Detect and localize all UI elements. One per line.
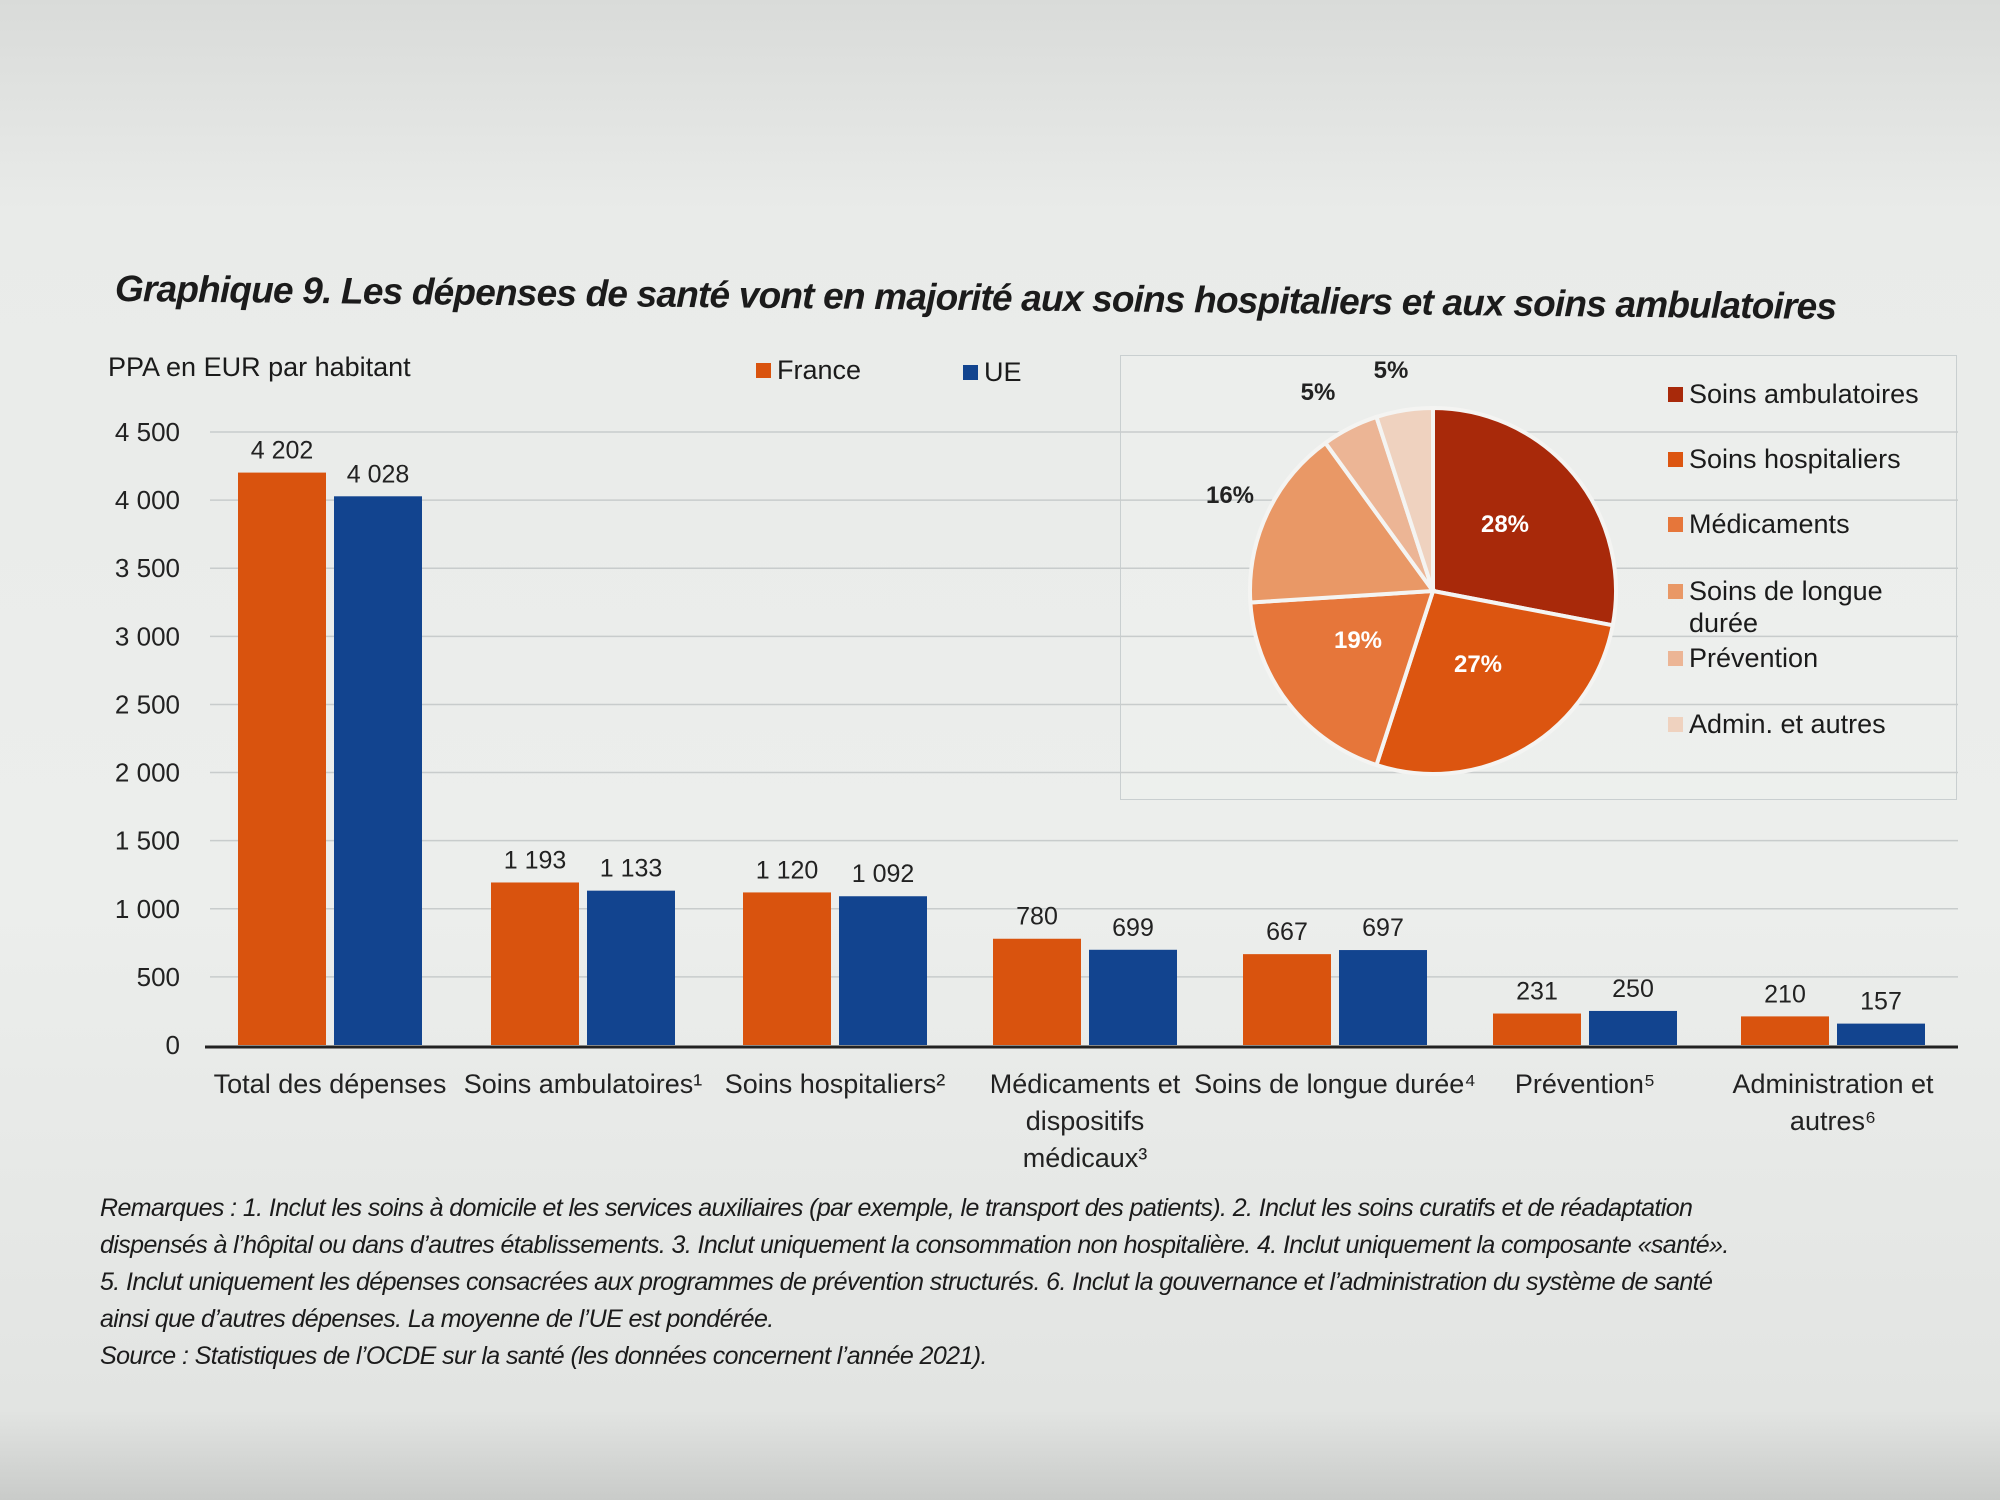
- bar-value-label: 4 028: [347, 460, 410, 488]
- bar-ue: [839, 896, 927, 1045]
- bar-value-label: 210: [1764, 980, 1806, 1008]
- pie-slice-label: 5%: [1301, 379, 1336, 406]
- category-label-line: Prévention⁵: [1515, 1069, 1655, 1099]
- category-label-line: Total des dépenses: [214, 1069, 447, 1099]
- category-label-line: Administration et: [1732, 1069, 1934, 1099]
- category-label-line: dispositifs: [1026, 1106, 1145, 1136]
- y-tick-label: 2 500: [115, 689, 180, 719]
- pie-legend-swatch: [1668, 651, 1683, 666]
- y-tick-label: 1 000: [115, 894, 180, 924]
- bar-value-label: 4 202: [251, 437, 314, 465]
- y-tick-label: 3 500: [115, 553, 180, 583]
- note-line: Source : Statistiques de l’OCDE sur la s…: [100, 1342, 987, 1370]
- y-tick-label: 0: [166, 1030, 180, 1060]
- y-tick-label: 4 000: [115, 485, 180, 515]
- y-axis-label: PPA en EUR par habitant: [108, 352, 411, 382]
- bar-france: [491, 882, 579, 1045]
- y-tick-label: 3 000: [115, 621, 180, 651]
- legend-swatch-ue: [963, 365, 978, 380]
- category-label-line: Soins ambulatoires¹: [464, 1069, 703, 1099]
- bar-value-label: 697: [1362, 914, 1404, 942]
- category-label-line: Soins hospitaliers²: [725, 1069, 946, 1099]
- note-line: ainsi que d’autres dépenses. La moyenne …: [100, 1305, 774, 1333]
- pie-legend-item: Soins ambulatoires: [1668, 378, 1919, 410]
- category-label: Soins hospitaliers²: [725, 1069, 946, 1099]
- pie-slice: [1248, 440, 1437, 605]
- legend-label: France: [777, 355, 862, 385]
- pie-legend-label: Soins de longue durée: [1689, 576, 1883, 638]
- bar-value-label: 250: [1612, 975, 1654, 1003]
- pie-legend-swatch: [1668, 717, 1683, 732]
- pie-slice: [1373, 405, 1435, 592]
- bar-value-label: 667: [1266, 918, 1308, 946]
- note-line: 5. Inclut uniquement les dépenses consac…: [100, 1268, 1713, 1296]
- pie-legend-label: Prévention: [1689, 643, 1819, 673]
- pie-legend-swatch: [1668, 387, 1683, 402]
- legend-label: UE: [984, 357, 1022, 387]
- pie-slice-label: 27%: [1454, 651, 1502, 678]
- category-label: Médicaments et dispositifs médicaux³: [990, 1069, 1181, 1173]
- y-tick-label: 2 000: [115, 758, 180, 788]
- bar-ue: [1089, 949, 1177, 1045]
- y-tick-label: 1 500: [115, 826, 180, 856]
- bar-france: [1493, 1013, 1581, 1045]
- bar-france: [993, 938, 1081, 1045]
- pie-legend-label: Admin. et autres: [1689, 709, 1886, 739]
- legend-france: France: [756, 355, 861, 386]
- bar-value-label: 1 092: [852, 860, 915, 888]
- pie-slice: [1431, 405, 1618, 628]
- category-label: Soins de longue durée⁴: [1194, 1069, 1476, 1099]
- pie-slice-label: 19%: [1334, 627, 1382, 654]
- bar-ue: [1339, 950, 1427, 1045]
- bar-value-label: 1 133: [600, 855, 663, 883]
- bar-france: [1741, 1016, 1829, 1045]
- pie-legend-item: Prévention: [1668, 642, 1818, 674]
- pie-legend-label: Médicaments: [1689, 509, 1850, 539]
- bar-france: [743, 892, 831, 1045]
- bar-value-label: 231: [1516, 978, 1558, 1006]
- pie-slice-label: 28%: [1481, 511, 1529, 538]
- pie-slice: [1373, 588, 1616, 776]
- category-label-line: autres⁶: [1790, 1106, 1876, 1136]
- pie-slice-label: 16%: [1206, 482, 1254, 509]
- category-label: Administration et autres⁶: [1732, 1069, 1934, 1136]
- category-label: Prévention⁵: [1515, 1069, 1655, 1099]
- pie-legend-item: Admin. et autres: [1668, 708, 1886, 740]
- bar-value-label: 780: [1016, 903, 1058, 931]
- pie-legend-swatch: [1668, 584, 1683, 599]
- pie-legend-item: Soins hospitaliers: [1668, 443, 1901, 475]
- pie-legend-swatch: [1668, 452, 1683, 467]
- bar-value-label: 1 193: [504, 846, 567, 874]
- bar-france: [238, 472, 326, 1045]
- bar-ue: [587, 890, 675, 1045]
- bar-value-label: 1 120: [756, 856, 819, 884]
- pie-legend-swatch: [1668, 517, 1683, 532]
- category-label: Total des dépenses: [214, 1069, 447, 1099]
- category-label-line: médicaux³: [1023, 1143, 1148, 1173]
- bar-ue: [1589, 1010, 1677, 1045]
- pie-legend-label: Soins hospitaliers: [1689, 444, 1901, 474]
- category-label-line: Soins de longue durée⁴: [1194, 1069, 1476, 1099]
- note-line: dispensés à l’hôpital ou dans d’autres é…: [100, 1231, 1729, 1259]
- bar-value-label: 157: [1860, 988, 1902, 1016]
- pie-legend-label: Soins ambulatoires: [1689, 379, 1919, 409]
- category-label-line: Médicaments et: [990, 1069, 1181, 1099]
- pie-slice: [1248, 588, 1436, 768]
- footnotes: Remarques : 1. Inclut les soins à domici…: [100, 1190, 1729, 1375]
- note-line: Remarques : 1. Inclut les soins à domici…: [100, 1194, 1693, 1222]
- pie-legend-item: Soins de longue durée: [1668, 575, 1899, 639]
- pie-slice-label: 5%: [1374, 357, 1409, 384]
- bar-ue: [1837, 1023, 1925, 1045]
- y-tick-label: 500: [137, 962, 180, 992]
- bar-ue: [334, 496, 422, 1045]
- legend-swatch-france: [756, 363, 771, 378]
- bar-france: [1243, 954, 1331, 1045]
- category-label: Soins ambulatoires¹: [464, 1069, 703, 1099]
- pie-legend-item: Médicaments: [1668, 508, 1850, 540]
- y-tick-label: 4 500: [115, 417, 180, 447]
- bar-value-label: 699: [1112, 914, 1154, 942]
- legend-ue: UE: [963, 357, 1022, 388]
